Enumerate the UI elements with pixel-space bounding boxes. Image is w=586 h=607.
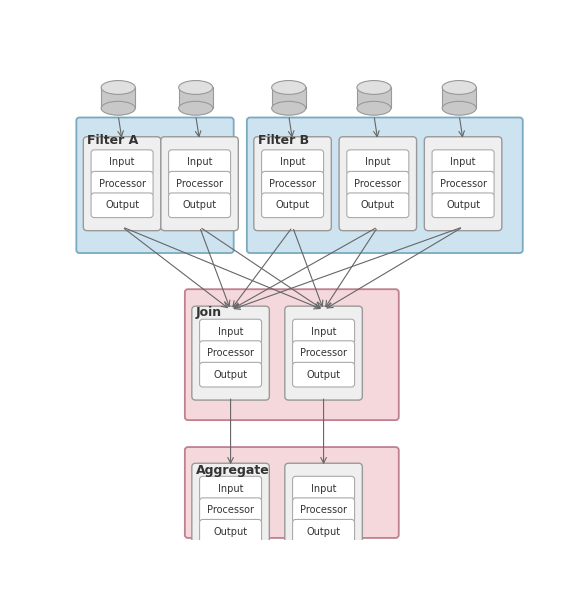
Ellipse shape xyxy=(357,81,391,95)
Polygon shape xyxy=(101,87,135,108)
Text: Join: Join xyxy=(196,306,222,319)
FancyBboxPatch shape xyxy=(91,193,153,217)
Ellipse shape xyxy=(101,101,135,115)
FancyBboxPatch shape xyxy=(161,137,239,231)
Ellipse shape xyxy=(272,101,306,115)
FancyBboxPatch shape xyxy=(247,118,523,253)
FancyBboxPatch shape xyxy=(285,306,362,400)
FancyBboxPatch shape xyxy=(347,150,409,174)
FancyBboxPatch shape xyxy=(185,289,398,420)
Text: Filter B: Filter B xyxy=(258,134,309,148)
Text: Output: Output xyxy=(306,527,340,537)
FancyBboxPatch shape xyxy=(76,118,234,253)
Polygon shape xyxy=(179,87,213,108)
FancyBboxPatch shape xyxy=(347,193,409,217)
Ellipse shape xyxy=(272,81,306,95)
FancyBboxPatch shape xyxy=(261,171,323,196)
FancyBboxPatch shape xyxy=(432,150,494,174)
Text: Output: Output xyxy=(275,200,309,210)
Polygon shape xyxy=(272,87,306,108)
FancyBboxPatch shape xyxy=(292,520,355,544)
FancyBboxPatch shape xyxy=(292,476,355,501)
FancyBboxPatch shape xyxy=(200,319,261,344)
Ellipse shape xyxy=(101,81,135,95)
Text: Output: Output xyxy=(105,200,139,210)
Polygon shape xyxy=(442,87,476,108)
FancyBboxPatch shape xyxy=(91,150,153,174)
FancyBboxPatch shape xyxy=(83,137,161,231)
Polygon shape xyxy=(357,87,391,108)
FancyBboxPatch shape xyxy=(169,171,230,196)
Ellipse shape xyxy=(357,101,391,115)
Ellipse shape xyxy=(179,81,213,95)
Text: Input: Input xyxy=(218,327,243,336)
Text: Input: Input xyxy=(450,157,476,167)
FancyBboxPatch shape xyxy=(292,341,355,365)
FancyBboxPatch shape xyxy=(261,193,323,217)
Text: Input: Input xyxy=(280,157,305,167)
Text: Input: Input xyxy=(187,157,212,167)
Text: Aggregate: Aggregate xyxy=(196,464,270,477)
FancyBboxPatch shape xyxy=(185,447,398,538)
FancyBboxPatch shape xyxy=(424,137,502,231)
FancyBboxPatch shape xyxy=(192,463,270,557)
Ellipse shape xyxy=(179,101,213,115)
FancyBboxPatch shape xyxy=(169,193,230,217)
FancyBboxPatch shape xyxy=(200,362,261,387)
FancyBboxPatch shape xyxy=(292,362,355,387)
Text: Processor: Processor xyxy=(269,178,316,189)
FancyBboxPatch shape xyxy=(432,171,494,196)
FancyBboxPatch shape xyxy=(339,137,417,231)
Text: Input: Input xyxy=(365,157,391,167)
FancyBboxPatch shape xyxy=(254,137,331,231)
FancyBboxPatch shape xyxy=(200,520,261,544)
FancyBboxPatch shape xyxy=(192,306,270,400)
Text: Output: Output xyxy=(213,527,248,537)
FancyBboxPatch shape xyxy=(285,463,362,557)
FancyBboxPatch shape xyxy=(261,150,323,174)
FancyBboxPatch shape xyxy=(91,171,153,196)
Text: Input: Input xyxy=(218,484,243,493)
Text: Output: Output xyxy=(446,200,480,210)
FancyBboxPatch shape xyxy=(292,319,355,344)
FancyBboxPatch shape xyxy=(432,193,494,217)
Text: Input: Input xyxy=(311,327,336,336)
Text: Output: Output xyxy=(213,370,248,380)
Text: Processor: Processor xyxy=(207,505,254,515)
Text: Filter A: Filter A xyxy=(87,134,138,148)
FancyBboxPatch shape xyxy=(200,498,261,523)
Ellipse shape xyxy=(442,81,476,95)
Text: Input: Input xyxy=(110,157,135,167)
FancyBboxPatch shape xyxy=(292,498,355,523)
FancyBboxPatch shape xyxy=(200,476,261,501)
Text: Processor: Processor xyxy=(300,348,347,358)
Text: Processor: Processor xyxy=(176,178,223,189)
Ellipse shape xyxy=(442,101,476,115)
Text: Input: Input xyxy=(311,484,336,493)
FancyBboxPatch shape xyxy=(200,341,261,365)
Text: Processor: Processor xyxy=(355,178,401,189)
FancyBboxPatch shape xyxy=(347,171,409,196)
Text: Output: Output xyxy=(182,200,217,210)
Text: Processor: Processor xyxy=(98,178,145,189)
Text: Output: Output xyxy=(361,200,395,210)
FancyBboxPatch shape xyxy=(169,150,230,174)
Text: Processor: Processor xyxy=(440,178,486,189)
Text: Processor: Processor xyxy=(207,348,254,358)
Text: Processor: Processor xyxy=(300,505,347,515)
Text: Output: Output xyxy=(306,370,340,380)
